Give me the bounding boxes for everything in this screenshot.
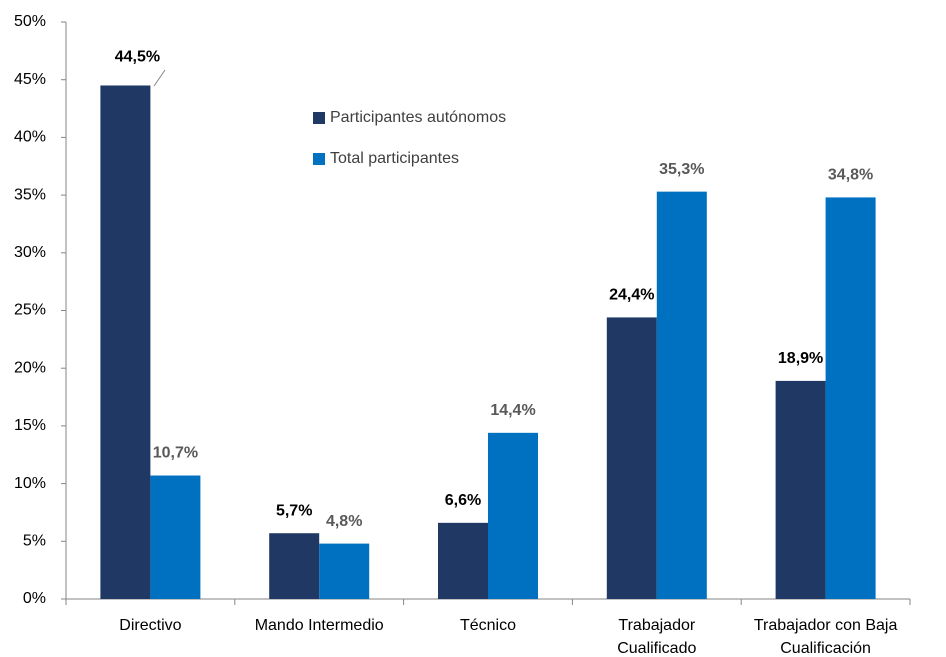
x-tick-label: Directivo (119, 617, 181, 634)
y-tick-label: 40% (14, 129, 46, 146)
bar (319, 543, 370, 599)
x-tick-label: Técnico (460, 617, 516, 634)
y-tick-label: 50% (14, 13, 46, 30)
y-tick-label: 30% (14, 244, 46, 261)
value-label: 18,9% (778, 350, 823, 367)
value-label: 6,6% (445, 492, 481, 509)
value-label: 10,7% (153, 445, 198, 462)
bar (656, 191, 707, 599)
bar (150, 475, 201, 599)
legend-label: Total participantes (330, 150, 459, 167)
y-tick-label: 45% (14, 71, 46, 88)
x-tick-label: Cualificado (617, 640, 696, 657)
y-tick-label: 5% (23, 533, 46, 550)
x-tick-label: Trabajador (618, 617, 695, 634)
bar (488, 432, 538, 599)
bar (606, 317, 657, 599)
y-tick-label: 25% (14, 302, 46, 319)
legend-label: Participantes autónomos (330, 109, 506, 126)
y-tick-label: 20% (14, 359, 46, 376)
value-label: 35,3% (659, 161, 704, 178)
value-label: 5,7% (276, 502, 312, 519)
x-tick-label: Mando Intermedio (255, 617, 384, 634)
bar (825, 197, 876, 599)
y-tick-label: 0% (23, 590, 46, 607)
bar (775, 380, 826, 599)
bar (269, 533, 320, 599)
value-label: 44,5% (115, 49, 160, 66)
y-tick-label: 35% (14, 186, 46, 203)
y-tick-label: 10% (14, 475, 46, 492)
value-label: 4,8% (326, 513, 362, 530)
bar (438, 522, 488, 599)
x-tick-label: Cualificación (780, 640, 871, 657)
value-label: 14,4% (490, 402, 535, 419)
legend-swatch (313, 153, 325, 165)
x-tick-label: Trabajador con Baja (754, 617, 898, 634)
value-label: 24,4% (609, 287, 654, 304)
bar (100, 85, 151, 600)
y-tick-label: 15% (14, 417, 46, 434)
value-label: 34,8% (828, 167, 873, 184)
legend-swatch (313, 112, 325, 124)
leader-line (153, 69, 166, 87)
